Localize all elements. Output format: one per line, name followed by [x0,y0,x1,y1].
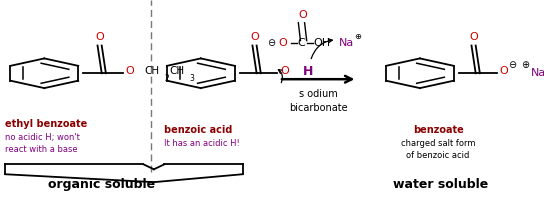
Text: O: O [95,31,104,42]
Text: CH: CH [145,66,159,76]
Text: no acidic H; won't
react with a base: no acidic H; won't react with a base [5,133,80,154]
Text: Na: Na [338,38,354,48]
Text: O: O [250,31,259,42]
Text: O: O [280,66,289,76]
Text: ⊖: ⊖ [508,60,516,70]
Text: CH: CH [170,66,184,76]
Text: C: C [298,38,305,48]
Text: ethyl benzoate: ethyl benzoate [5,119,88,129]
Text: O: O [500,66,509,76]
Text: organic soluble: organic soluble [48,178,155,191]
Text: O: O [469,31,478,42]
Text: 2: 2 [164,74,169,83]
FancyArrowPatch shape [279,70,283,83]
Text: O: O [299,10,307,20]
FancyArrowPatch shape [311,39,332,59]
Text: 3: 3 [189,74,194,83]
Text: O: O [125,66,134,76]
Text: It has an acidic H!: It has an acidic H! [164,139,240,148]
Text: benzoic acid: benzoic acid [164,125,233,135]
Text: s odium
bicarbonate: s odium bicarbonate [289,89,348,113]
Text: ⊖: ⊖ [267,38,275,48]
Text: ⊕: ⊕ [354,32,361,41]
Text: Na: Na [530,68,544,78]
Text: charged salt form
of benzoic acid: charged salt form of benzoic acid [401,139,475,160]
Text: ⊕: ⊕ [521,60,529,70]
Text: OH: OH [313,38,331,48]
Text: O: O [279,38,288,48]
Text: benzoate: benzoate [413,125,463,135]
Text: H: H [302,65,313,78]
Text: water soluble: water soluble [393,178,489,191]
